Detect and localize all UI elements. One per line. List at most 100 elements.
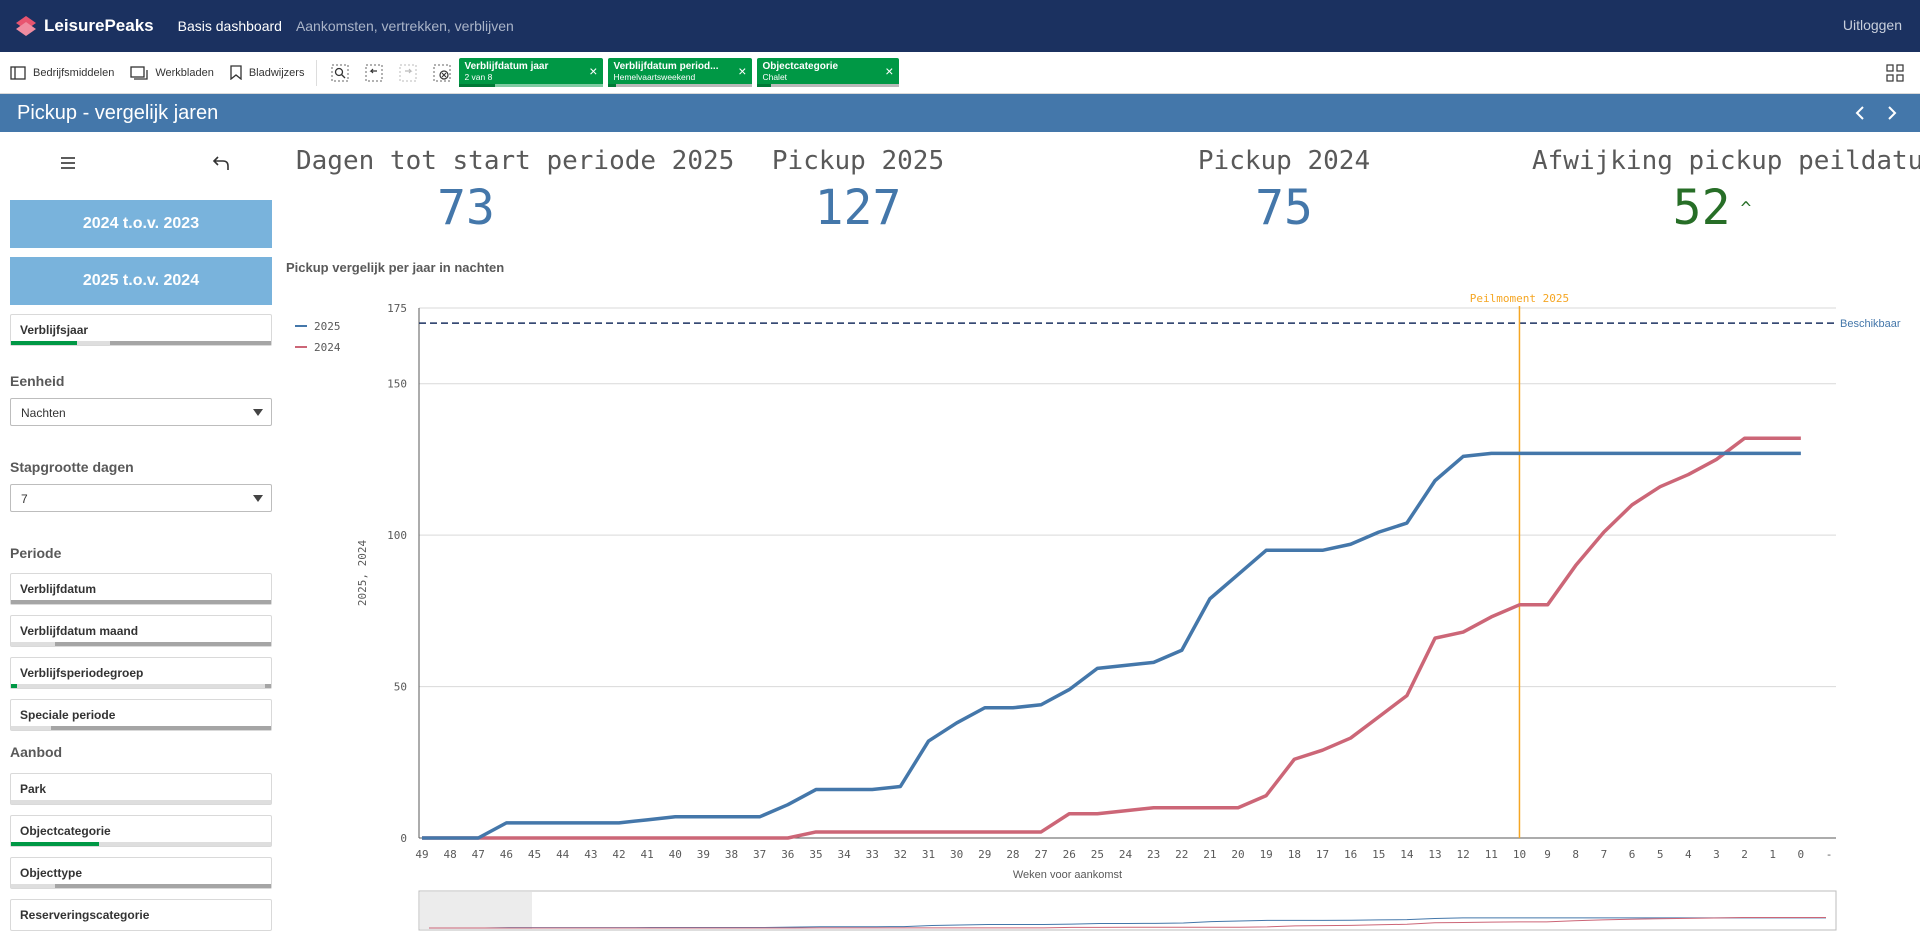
sheets-button[interactable]: Werkbladen: [130, 65, 214, 80]
selection-chip-verblijfdatum-periode[interactable]: Verblijfdatum period... Hemelvaartsweeke…: [608, 58, 753, 87]
x-tick-label: 45: [528, 848, 541, 861]
x-tick-label: 13: [1428, 848, 1441, 861]
clear-selections-icon[interactable]: [431, 62, 453, 84]
kpi-value: 127: [814, 180, 902, 236]
kpi-dagen-tot-start: Dagen tot start periode 2025 73: [296, 146, 735, 236]
assets-button[interactable]: Bedrijfsmiddelen: [10, 65, 114, 80]
legend-label-2024: 2024: [314, 341, 341, 354]
x-tick-label: 26: [1063, 848, 1076, 861]
trend-up-icon: ^: [1740, 198, 1752, 219]
previous-sheet-icon[interactable]: [1850, 103, 1870, 123]
kpi-title: Pickup 2025: [771, 146, 945, 176]
periode-label: Periode: [10, 545, 62, 561]
compare-2025-2024-button[interactable]: 2025 t.o.v. 2024: [10, 257, 272, 305]
selection-chip-objectcategorie[interactable]: Objectcategorie Chalet ×: [757, 58, 900, 87]
filter-label: Reserveringscategorie: [20, 908, 150, 922]
filter-label: Verblijfdatum: [20, 582, 97, 596]
eenheid-dropdown[interactable]: Nachten: [10, 398, 272, 426]
filter-park[interactable]: Park: [10, 773, 272, 805]
compare-2024-2023-button[interactable]: 2024 t.o.v. 2023: [10, 200, 272, 248]
chip-selection-bar: [608, 84, 753, 87]
kpi-value: 52: [1672, 180, 1731, 236]
undo-icon[interactable]: [212, 155, 230, 175]
x-tick-label: 43: [584, 848, 597, 861]
logout-link[interactable]: Uitloggen: [1842, 17, 1902, 33]
aanbod-label: Aanbod: [10, 744, 63, 760]
x-tick-label: 21: [1203, 848, 1216, 861]
smart-search-icon[interactable]: [329, 62, 351, 84]
x-tick-label: 30: [950, 848, 963, 861]
mini-series-line-2025: [429, 917, 1826, 929]
x-tick-label: 34: [837, 848, 851, 861]
x-tick-label: 36: [781, 848, 794, 861]
chart-title: Pickup vergelijk per jaar in nachten: [286, 260, 505, 275]
sheets-icon: [130, 65, 148, 80]
kpi-title: Afwijking pickup peildatum: [1532, 146, 1920, 176]
y-tick-label: 150: [387, 378, 407, 391]
chip-selection-fill: [757, 84, 772, 87]
filter-excluded-bar: [265, 684, 271, 688]
filter-objectcategorie[interactable]: Objectcategorie: [10, 815, 272, 847]
next-sheet-icon[interactable]: [1882, 103, 1902, 123]
top-navigation-bar: LeisurePeaks Basis dashboard Aankomsten,…: [0, 0, 1920, 52]
filter-verblijfsperiodegroep[interactable]: Verblijfsperiodegroep: [10, 657, 272, 689]
filter-verblijfdatum[interactable]: Verblijfdatum: [10, 573, 272, 605]
filter-label: Park: [20, 782, 47, 796]
x-tick-label: 1: [1769, 848, 1776, 861]
toolbar-divider: [316, 59, 318, 86]
panel-icon: [10, 65, 26, 80]
logo-text: LeisurePeaks: [44, 16, 154, 35]
step-back-selection-icon[interactable]: [363, 62, 385, 84]
filter-verblijfsjaar[interactable]: Verblijfsjaar: [10, 314, 272, 346]
x-tick-label: 3: [1713, 848, 1720, 861]
x-tick-label: 23: [1147, 848, 1160, 861]
kpi-value: 75: [1255, 180, 1313, 236]
filter-verblijfdatum-maand[interactable]: Verblijfdatum maand: [10, 615, 272, 647]
filter-speciale-periode[interactable]: Speciale periode: [10, 699, 272, 731]
mini-series-line-2024: [429, 916, 1826, 929]
filter-label: Verblijfdatum maand: [20, 624, 139, 638]
app-title[interactable]: Basis dashboard: [177, 18, 282, 34]
stapgrootte-dropdown[interactable]: 7: [10, 484, 272, 512]
filter-state-bar: [11, 726, 271, 730]
x-tick-label: 31: [922, 848, 935, 861]
x-tick-label: 15: [1372, 848, 1385, 861]
step-forward-selection-icon[interactable]: [397, 62, 419, 84]
y-tick-label: 100: [387, 529, 407, 542]
logo-mark-icon: [16, 16, 36, 36]
x-axis-title: Weken voor aankomst: [1013, 869, 1122, 881]
close-icon[interactable]: ×: [885, 63, 894, 79]
kpi-pickup-2024: Pickup 2024 75: [1144, 146, 1424, 236]
close-icon[interactable]: ×: [738, 63, 747, 79]
logo[interactable]: LeisurePeaks: [14, 14, 154, 38]
x-tick-label: 19: [1260, 848, 1273, 861]
menu-icon[interactable]: [60, 155, 76, 175]
chip-selection-fill: [608, 84, 617, 87]
filter-reserveringscategorie[interactable]: Reserveringscategorie: [10, 899, 272, 931]
x-tick-label: 16: [1344, 848, 1357, 861]
chip-title: Verblijfdatum jaar: [464, 61, 549, 72]
x-tick-label: 18: [1288, 848, 1301, 861]
y-tick-label: 175: [387, 302, 407, 315]
range-scrollbar: [418, 890, 1837, 931]
x-tick-label: 0: [1798, 848, 1805, 861]
close-icon[interactable]: ×: [589, 63, 598, 79]
chip-title: Objectcategorie: [762, 61, 839, 72]
kpi-title: Dagen tot start periode 2025: [296, 146, 735, 176]
filter-label: Objecttype: [20, 866, 83, 880]
filter-objecttype[interactable]: Objecttype: [10, 857, 272, 889]
bookmark-icon: [230, 65, 242, 80]
bookmarks-button[interactable]: Bladwijzers: [230, 65, 304, 80]
filter-state-bar: [11, 341, 271, 345]
grid-menu-icon[interactable]: [1884, 62, 1906, 84]
series-line-2025: [422, 451, 1801, 840]
filter-label: Speciale periode: [20, 708, 116, 722]
filter-alternative-bar: [77, 341, 110, 345]
legend-label-2025: 2025: [314, 320, 341, 333]
x-tick-label: 11: [1485, 848, 1498, 861]
y-tick-label: 50: [394, 681, 407, 694]
kpi-title: Pickup 2024: [1197, 146, 1371, 176]
selection-chip-verblijfdatum-jaar[interactable]: Verblijfdatum jaar 2 van 8 ×: [459, 58, 604, 87]
filter-state-bar: [11, 884, 271, 888]
